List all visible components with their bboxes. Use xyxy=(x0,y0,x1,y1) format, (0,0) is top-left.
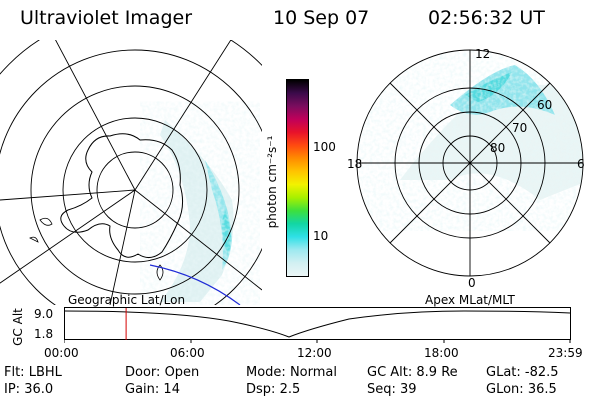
mode-field: Mode: Normal xyxy=(246,365,337,380)
geo-aurora xyxy=(150,120,250,305)
mlt-label-0: 0 xyxy=(468,276,476,290)
mlat-label-60: 60 xyxy=(537,98,553,112)
ip-field: IP: 36.0 xyxy=(4,382,54,397)
terminator-line xyxy=(149,264,241,305)
flt-field: Flt: LBHL xyxy=(4,365,62,380)
dsp-field: Dsp: 2.5 xyxy=(246,382,301,397)
timeline-y-min: 1.8 xyxy=(34,327,54,341)
mlt-label-12: 12 xyxy=(475,47,491,61)
door-field: Door: Open xyxy=(125,365,200,380)
timeline-x-0000: 00:00 xyxy=(44,346,79,360)
altitude-curve xyxy=(64,310,571,338)
mlat-label-70: 70 xyxy=(512,121,528,135)
timeline-x-1200: 12:00 xyxy=(297,346,332,360)
colorbar-unit-label: photon cm⁻²s⁻¹ xyxy=(265,135,279,229)
colorbar-gradient xyxy=(287,80,308,276)
geographic-map xyxy=(0,40,262,305)
colorbar-tick-10: 10 xyxy=(313,229,329,243)
mlt-label-6: 6 xyxy=(577,157,585,171)
image-time: 02:56:32 UT xyxy=(428,7,545,29)
timeline-plot xyxy=(64,307,571,343)
timeline-x-1800: 18:00 xyxy=(424,346,459,360)
timeline-y-max: 9.0 xyxy=(34,307,54,321)
geographic-caption: Geographic Lat/Lon xyxy=(68,293,186,307)
continent-outline xyxy=(60,133,184,258)
colorbar xyxy=(286,79,309,277)
timeline-axis-title: GC Alt xyxy=(11,308,25,346)
colorbar-tick-100: 100 xyxy=(313,140,336,154)
timeline-x-0600: 06:00 xyxy=(170,346,205,360)
seq-field: Seq: 39 xyxy=(367,382,417,397)
gc-alt-field: GC Alt: 8.9 Re xyxy=(367,365,458,380)
gain-field: Gain: 14 xyxy=(125,382,180,397)
glon-field: GLon: 36.5 xyxy=(486,382,557,397)
apex-caption: Apex MLat/MLT xyxy=(425,293,515,307)
apex-map xyxy=(356,49,584,277)
mlt-label-18: 18 xyxy=(347,157,363,171)
timeline-x-2359: 23:59 xyxy=(548,346,583,360)
apex-aurora xyxy=(380,55,583,215)
image-date: 10 Sep 07 xyxy=(273,7,370,29)
glat-field: GLat: -82.5 xyxy=(486,365,559,380)
instrument-title: Ultraviolet Imager xyxy=(20,7,193,29)
mlat-label-80: 80 xyxy=(490,141,506,155)
